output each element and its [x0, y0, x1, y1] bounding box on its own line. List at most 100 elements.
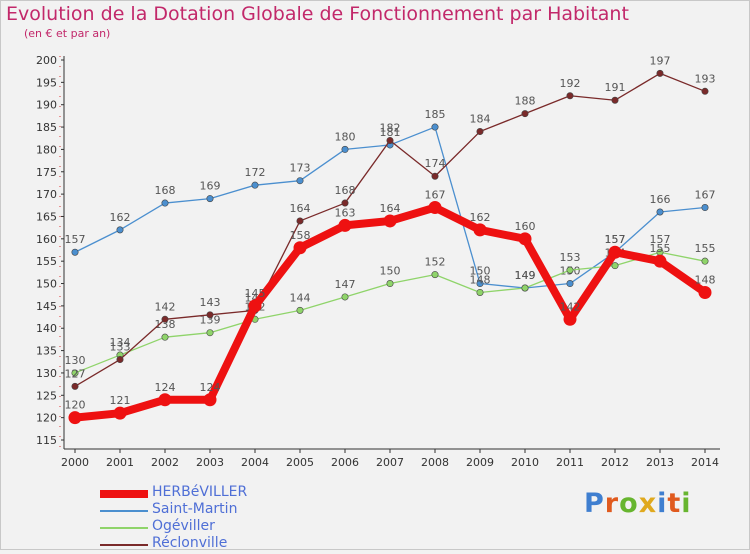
- data-point: [296, 217, 304, 225]
- data-point: [113, 406, 127, 420]
- series-line: [74, 72, 706, 388]
- data-point: [383, 214, 397, 228]
- data-point: [611, 96, 619, 104]
- data-point: [116, 226, 124, 234]
- data-label: 169: [200, 180, 221, 193]
- data-point: [206, 329, 214, 337]
- data-label: 142: [155, 300, 176, 313]
- data-label: 144: [290, 291, 311, 304]
- legend-swatch: [100, 490, 148, 498]
- y-tick-label: 170: [36, 188, 57, 201]
- legend-label: Réclonville: [152, 535, 228, 551]
- data-label: 173: [290, 162, 311, 175]
- data-label: 150: [470, 265, 491, 278]
- x-tick-label: 2007: [376, 456, 404, 469]
- data-point: [116, 356, 124, 364]
- data-point: [431, 271, 439, 279]
- data-label: 164: [380, 202, 401, 215]
- data-label: 182: [380, 121, 401, 134]
- data-label: 184: [470, 113, 491, 126]
- data-label: 153: [560, 251, 581, 264]
- data-point: [431, 172, 439, 180]
- data-label: 120: [65, 399, 86, 412]
- y-tick-label: 135: [36, 345, 57, 358]
- data-point: [248, 299, 262, 313]
- y-tick-label: 115: [36, 434, 57, 447]
- legend-label: HERBéVILLER: [152, 484, 248, 500]
- data-label: 134: [110, 336, 131, 349]
- data-label: 188: [515, 95, 536, 108]
- legend-swatch: [100, 544, 148, 546]
- data-point: [608, 245, 622, 259]
- data-point: [521, 284, 529, 292]
- data-point: [566, 266, 574, 274]
- data-label: 193: [695, 72, 716, 85]
- x-tick-label: 2009: [466, 456, 494, 469]
- y-tick-label: 190: [36, 99, 57, 112]
- data-point: [161, 333, 169, 341]
- data-point: [341, 145, 349, 153]
- data-label: 168: [335, 184, 356, 197]
- data-point: [386, 136, 394, 144]
- data-point: [341, 199, 349, 207]
- data-point: [701, 257, 709, 265]
- data-point: [71, 248, 79, 256]
- data-point: [698, 285, 712, 299]
- data-label: 174: [425, 157, 446, 170]
- data-point: [386, 280, 394, 288]
- data-point: [653, 254, 667, 268]
- data-point: [251, 181, 259, 189]
- data-label: 157: [65, 233, 86, 246]
- data-point: [68, 411, 82, 425]
- data-point: [71, 369, 79, 377]
- data-label: 166: [650, 193, 671, 206]
- data-point: [338, 218, 352, 232]
- y-tick-label: 150: [36, 278, 57, 291]
- data-point: [71, 382, 79, 390]
- data-label: 155: [695, 242, 716, 255]
- data-label: 162: [110, 211, 131, 224]
- data-label: 124: [155, 381, 176, 394]
- y-tick-label: 185: [36, 121, 57, 134]
- data-label: 130: [65, 354, 86, 367]
- legend-swatch: [100, 527, 148, 529]
- data-label: 143: [200, 296, 221, 309]
- data-label: 152: [425, 256, 446, 269]
- y-tick-label: 175: [36, 166, 57, 179]
- data-label: 149: [515, 269, 536, 282]
- data-label: 157: [650, 233, 671, 246]
- data-point: [566, 280, 574, 288]
- x-tick-label: 2005: [286, 456, 314, 469]
- y-tick-label: 120: [36, 412, 57, 425]
- y-tick-label: 165: [36, 210, 57, 223]
- data-point: [563, 312, 577, 326]
- data-label: 148: [470, 273, 491, 286]
- data-label: 145: [245, 287, 266, 300]
- data-label: 180: [335, 130, 356, 143]
- data-label: 185: [425, 108, 446, 121]
- chart-subtitle: (en € et par an): [24, 27, 111, 40]
- data-label: 121: [110, 394, 131, 407]
- data-point: [518, 232, 532, 246]
- legend-swatch: [100, 510, 148, 512]
- data-label: 197: [650, 54, 671, 67]
- data-point: [611, 262, 619, 270]
- data-label: 157: [605, 233, 626, 246]
- x-tick-label: 2013: [646, 456, 674, 469]
- y-tick-label: 140: [36, 322, 57, 335]
- y-tick-label: 130: [36, 367, 57, 380]
- data-point: [296, 177, 304, 185]
- data-point: [428, 201, 442, 215]
- data-point: [521, 110, 529, 118]
- x-tick-label: 2002: [151, 456, 179, 469]
- data-point: [656, 69, 664, 77]
- data-point: [476, 288, 484, 296]
- x-tick-label: 2012: [601, 456, 629, 469]
- data-point: [158, 393, 172, 407]
- data-label: 181: [380, 126, 401, 139]
- x-tick-label: 2008: [421, 456, 449, 469]
- data-point: [473, 223, 487, 237]
- data-label: 138: [155, 318, 176, 331]
